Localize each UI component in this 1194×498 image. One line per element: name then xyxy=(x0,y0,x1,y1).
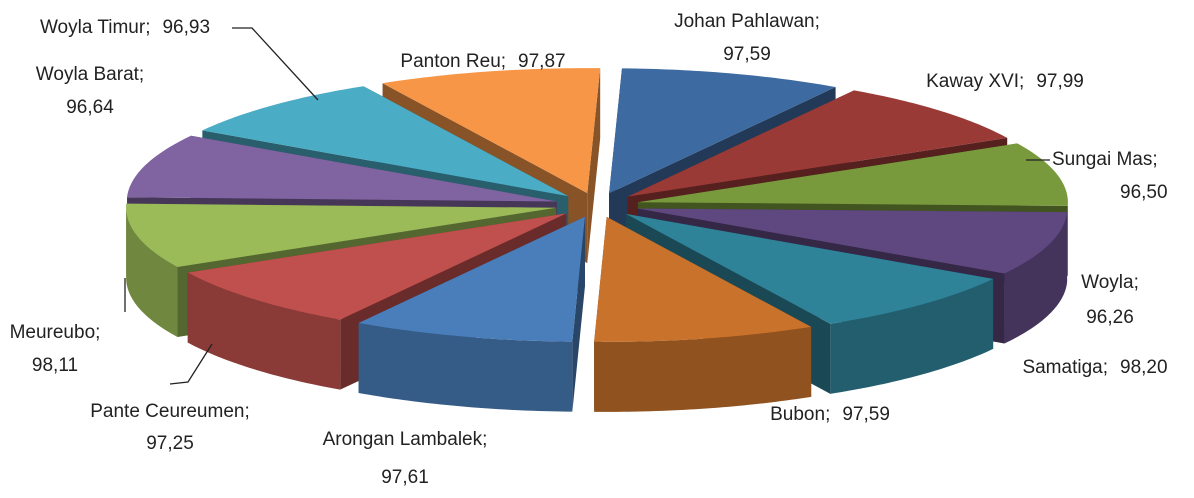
data-label: Johan Pahlawan; 97,59 xyxy=(674,11,820,65)
slice-side xyxy=(594,326,812,412)
label-separator: ; xyxy=(815,11,820,32)
label-value: 97,61 xyxy=(381,467,429,488)
slice-top xyxy=(382,68,601,194)
slice-side xyxy=(126,207,178,338)
label-value: 96,50 xyxy=(1120,182,1168,203)
slice xyxy=(358,216,585,412)
label-name: Woyla Barat xyxy=(36,64,140,85)
label-name: Meureubo xyxy=(10,322,96,343)
slice-side xyxy=(187,272,341,390)
slice-top xyxy=(637,208,1068,274)
label-name: Woyla Timur xyxy=(40,17,146,38)
label-value: 97,25 xyxy=(146,433,194,454)
slice-top xyxy=(358,216,585,342)
data-label: Samatiga; 98,20 xyxy=(1022,357,1167,378)
slice-top xyxy=(609,68,836,194)
leader-line xyxy=(232,27,319,101)
slice-side xyxy=(830,278,994,394)
label-name: Kaway XVI xyxy=(926,71,1019,92)
data-label: Woyla; 96,26 xyxy=(1081,272,1139,328)
data-label: Pante Ceureumen; 97,25 xyxy=(90,401,250,454)
slice-side xyxy=(1004,212,1068,344)
label-value: 97,59 xyxy=(723,44,771,65)
label-separator: ; xyxy=(1134,272,1139,293)
label-name: Bubon xyxy=(770,404,825,425)
slice-top xyxy=(187,213,567,320)
label-separator: ; xyxy=(244,401,249,422)
data-label: Bubon; 97,59 xyxy=(770,404,890,425)
label-value: 97,87 xyxy=(518,51,566,72)
slice-side xyxy=(358,322,573,412)
label-value: 96,26 xyxy=(1086,307,1134,328)
data-label: Kaway XVI; 97,99 xyxy=(926,71,1084,92)
label-value: 97,59 xyxy=(842,404,890,425)
data-label: Meureubo; 98,11 xyxy=(10,322,101,376)
label-separator: ; xyxy=(95,322,100,343)
label-separator: ; xyxy=(825,404,830,425)
data-label: Arongan Lambalek; 97,61 xyxy=(323,429,488,488)
label-name: Pante Ceureumen xyxy=(90,401,244,422)
label-value: 98,11 xyxy=(32,355,78,376)
slice xyxy=(594,216,812,412)
slice-inner-wall xyxy=(587,68,601,264)
label-separator: ; xyxy=(139,64,144,85)
data-label: Woyla Timur; 96,93 xyxy=(40,17,210,38)
label-separator: ; xyxy=(1019,71,1024,92)
data-label: Sungai Mas; 96,50 xyxy=(1052,149,1168,203)
data-label: Panton Reu; 97,87 xyxy=(400,51,565,72)
slice-top xyxy=(127,135,557,202)
label-name: Johan Pahlawan xyxy=(674,11,815,32)
label-name: Sungai Mas xyxy=(1052,149,1152,170)
label-separator: ; xyxy=(1103,357,1108,378)
slice-top xyxy=(637,143,1068,206)
leader-line xyxy=(169,343,213,385)
label-name: Woyla xyxy=(1081,272,1134,293)
label-name: Panton Reu xyxy=(400,51,500,72)
label-separator: ; xyxy=(1152,149,1157,170)
slice-top xyxy=(202,86,569,197)
slice-top xyxy=(625,213,994,324)
label-value: 97,99 xyxy=(1036,71,1084,92)
slice-top xyxy=(594,216,812,342)
label-separator: ; xyxy=(145,17,150,38)
slice-top xyxy=(627,90,1008,197)
label-value: 96,64 xyxy=(66,97,114,118)
label-value: 98,20 xyxy=(1120,357,1168,378)
label-name: Samatiga xyxy=(1022,357,1103,378)
data-label: Woyla Barat; 96,64 xyxy=(36,64,144,118)
label-separator: ; xyxy=(501,51,506,72)
label-separator: ; xyxy=(482,429,487,450)
slice-top xyxy=(126,203,557,268)
label-name: Arongan Lambalek xyxy=(323,429,483,450)
label-value: 96,93 xyxy=(162,17,210,38)
